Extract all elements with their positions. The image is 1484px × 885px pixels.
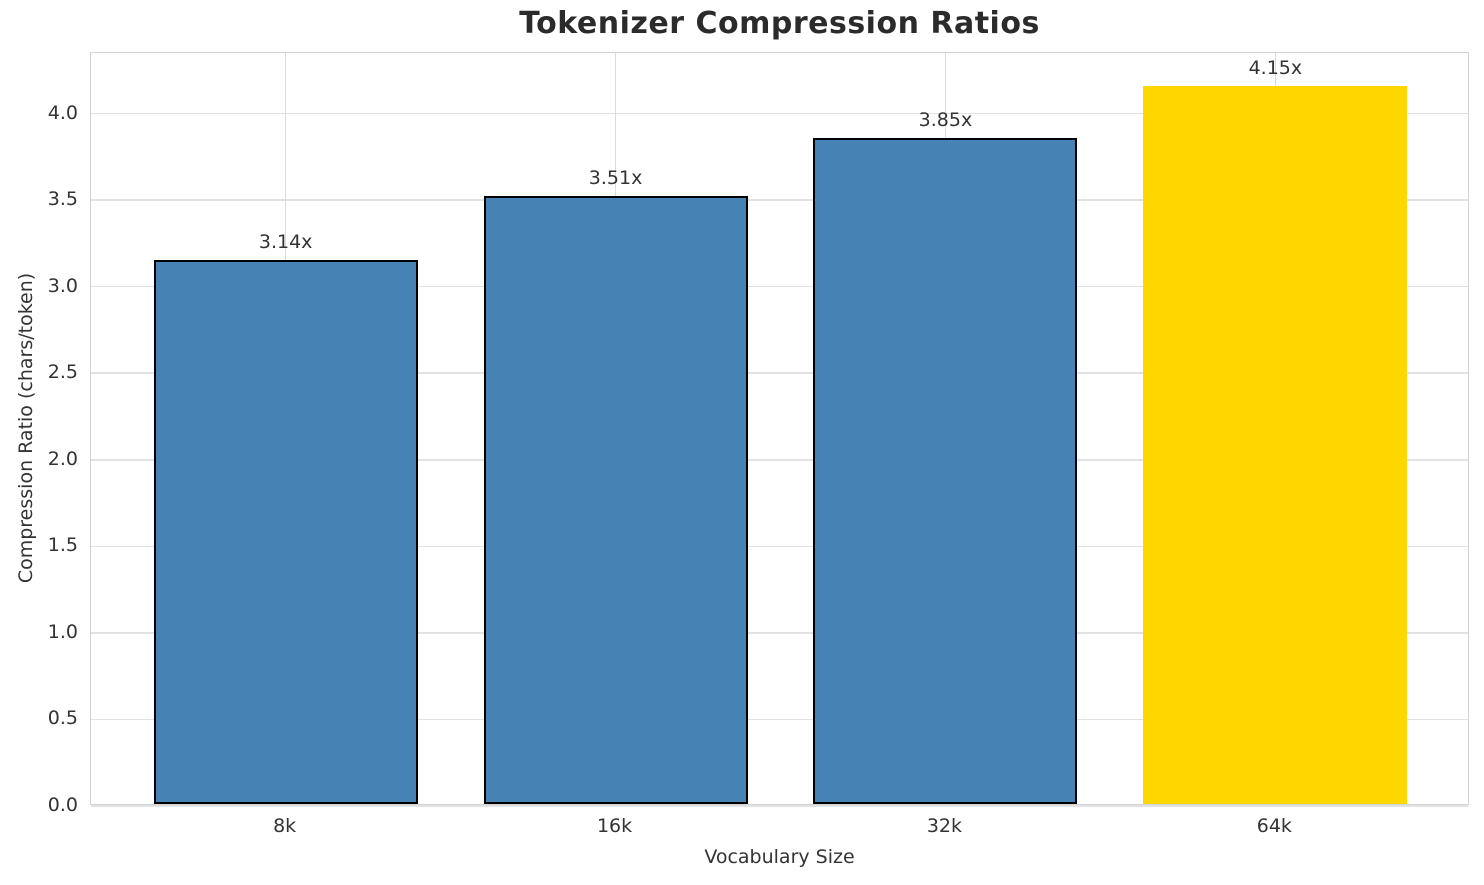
- y-tick-label: 3.0: [47, 274, 78, 297]
- bar-value-label: 4.15x: [1248, 56, 1303, 79]
- plot-area: 3.14x 3.51x 3.85x 4.15x: [90, 52, 1469, 807]
- bar-8k: [153, 260, 418, 804]
- bar-32k: [813, 137, 1078, 804]
- y-axis-label: Compression Ratio (chars/token): [15, 272, 37, 584]
- y-tick-label: 0.5: [47, 707, 78, 730]
- chart-title: Tokenizer Compression Ratios: [519, 6, 1040, 41]
- bar-value-label: 3.51x: [588, 167, 643, 190]
- hgridline: [91, 285, 1468, 288]
- x-tick-label: 64k: [1256, 815, 1292, 837]
- x-axis-label: Vocabulary Size: [704, 846, 855, 868]
- hgridline: [91, 199, 1468, 201]
- bar-16k: [483, 196, 748, 804]
- x-tick-label: 16k: [596, 815, 633, 837]
- x-tick-label: 8k: [273, 815, 297, 837]
- hgridline: [91, 112, 1468, 115]
- hgridline: [91, 459, 1468, 461]
- y-tick-label: 3.5: [47, 188, 78, 211]
- bar-value-label: 3.14x: [258, 231, 313, 254]
- bar-64k: [1143, 85, 1408, 804]
- y-tick-label: 0.0: [47, 794, 78, 816]
- hgridline: [91, 805, 1468, 807]
- hgridline: [91, 545, 1468, 548]
- y-tick-label: 2.0: [47, 447, 78, 470]
- hgridline: [91, 718, 1468, 721]
- y-tick-label: 2.5: [47, 361, 78, 384]
- y-tick-label: 4.0: [47, 101, 78, 124]
- hgridline: [91, 372, 1468, 374]
- y-tick-label: 1.5: [47, 534, 78, 557]
- bar-value-label: 3.85x: [918, 108, 973, 131]
- hgridline: [91, 632, 1468, 634]
- x-tick-label: 32k: [926, 815, 963, 837]
- y-tick-label: 1.0: [47, 620, 78, 643]
